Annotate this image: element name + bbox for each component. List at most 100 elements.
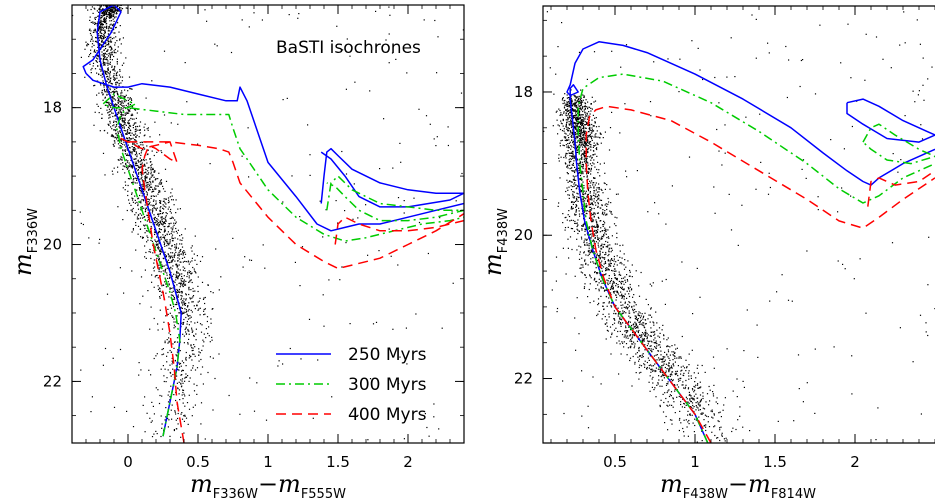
star-point [573, 197, 575, 199]
star-point [622, 312, 625, 314]
star-point [682, 384, 684, 386]
star-point [720, 416, 722, 418]
star-point [167, 197, 170, 199]
star-point [104, 32, 106, 34]
star-point [590, 249, 592, 251]
star-point [309, 154, 311, 156]
star-point [113, 167, 115, 169]
star-point [184, 251, 186, 253]
star-point [112, 15, 115, 17]
star-point [169, 274, 171, 276]
star-point [198, 308, 200, 310]
star-point [590, 258, 592, 260]
star-point [100, 2, 101, 3]
star-point [120, 108, 122, 111]
star-point [574, 110, 576, 112]
star-point [635, 316, 637, 319]
star-point [167, 401, 170, 403]
star-point [160, 262, 162, 264]
star-point [91, 36, 93, 38]
star-point [133, 134, 135, 136]
star-point [96, 50, 98, 52]
star-point [580, 122, 582, 124]
star-point [597, 161, 599, 163]
star-point [115, 90, 117, 92]
star-point [606, 205, 608, 207]
star-point [110, 10, 112, 12]
star-point [383, 118, 385, 120]
star-point [100, 16, 102, 18]
star-point [576, 130, 578, 132]
star-point [606, 184, 608, 186]
star-point [352, 218, 354, 220]
star-point [594, 196, 597, 198]
star-point [112, 8, 114, 11]
star-point [581, 139, 583, 141]
star-point [588, 169, 590, 171]
star-point [167, 208, 169, 210]
star-point [581, 114, 583, 116]
star-point [567, 134, 569, 137]
star-point [658, 375, 660, 377]
star-point [121, 8, 124, 10]
star-point [98, 26, 101, 28]
star-point [588, 106, 591, 108]
star-point [119, 38, 121, 40]
star-point [395, 58, 397, 60]
star-point [563, 100, 565, 102]
star-point [583, 144, 585, 146]
star-point [599, 274, 601, 276]
star-point [144, 227, 146, 230]
star-point [613, 260, 615, 262]
star-point [165, 198, 167, 200]
star-point [742, 426, 744, 428]
star-point [132, 114, 134, 116]
star-point [188, 275, 190, 277]
star-point [571, 248, 573, 251]
star-point [628, 320, 630, 322]
star-point [117, 93, 119, 95]
star-point [587, 254, 589, 257]
star-point [117, 171, 119, 173]
star-point [91, 67, 93, 70]
star-point [130, 164, 132, 166]
star-point [597, 136, 599, 138]
star-point [592, 146, 594, 148]
star-point [100, 32, 102, 34]
star-point [144, 176, 146, 178]
star-point [158, 231, 160, 233]
star-point [113, 12, 116, 14]
star-point [134, 122, 136, 124]
star-point [578, 118, 580, 120]
star-point [578, 113, 581, 115]
star-point [438, 428, 440, 430]
star-point [135, 161, 137, 163]
star-point [150, 239, 152, 241]
star-point [103, 37, 105, 39]
star-point [593, 159, 595, 161]
star-point [173, 222, 175, 224]
star-point [105, 73, 107, 75]
star-point [107, 64, 109, 66]
star-point [176, 288, 178, 291]
star-point [116, 75, 118, 77]
star-point [108, 76, 110, 78]
star-point [103, 54, 105, 56]
star-point [587, 199, 589, 201]
star-point [170, 256, 172, 258]
star-point [565, 190, 567, 193]
star-point [167, 313, 169, 315]
star-point [612, 270, 614, 272]
star-point [140, 177, 142, 179]
star-point [596, 222, 598, 224]
star-point [168, 341, 170, 343]
star-point [621, 312, 623, 314]
star-point [582, 192, 584, 194]
star-point [595, 117, 597, 119]
star-point [588, 122, 590, 124]
star-point [114, 32, 116, 34]
star-point [191, 347, 193, 349]
star-point [568, 106, 570, 108]
star-point [125, 184, 127, 186]
star-point [619, 311, 621, 313]
